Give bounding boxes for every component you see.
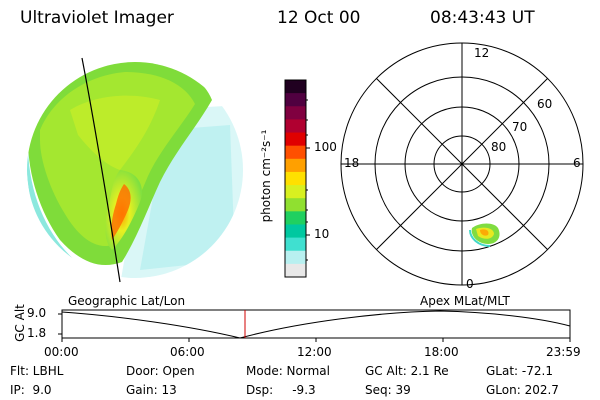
colorbar-segment (285, 106, 306, 120)
info-mode: Mode: Normal (246, 364, 330, 378)
polar-plot (340, 42, 584, 286)
colorbar-segment (285, 185, 306, 199)
colorbar-segment (285, 263, 306, 278)
colorbar-segment (285, 198, 306, 212)
lat-label-80: 80 (491, 140, 507, 154)
timeline-xtick-1: 06:00 (170, 345, 205, 359)
colorbar-segment (285, 145, 306, 160)
colorbar-unit-label: photon cm⁻²s⁻¹ (259, 129, 273, 223)
timeline-right-title: Apex MLat/MLT (420, 294, 510, 308)
colorbar-segment (285, 119, 306, 134)
info-glat: GLat: -72.1 (486, 364, 553, 378)
colorbar-tick-10: 10 (314, 227, 330, 241)
info-ip: IP: 9.0 (10, 383, 52, 397)
info-gain: Gain: 13 (126, 383, 177, 397)
timeline-xtick-2: 12:00 (297, 345, 332, 359)
colorbar-segment (285, 132, 306, 147)
timeline-xtick-0: 00:00 (44, 345, 79, 359)
mlt-label-18: 18 (344, 156, 360, 170)
aurora-image (27, 57, 243, 283)
timeline-ytick-bottom: 1.8 (27, 326, 47, 340)
colorbar-segment (285, 211, 306, 225)
info-door: Door: Open (126, 364, 195, 378)
info-glon: GLon: 202.7 (486, 383, 559, 397)
colorbar-segment (285, 80, 306, 94)
polar-aurora-patch (469, 223, 500, 247)
colorbar-segment (285, 250, 306, 265)
date-label: 12 Oct 00 (277, 8, 361, 28)
timeline-xtick-3: 18:00 (424, 345, 459, 359)
altitude-timeline (58, 309, 571, 342)
mlt-label-0: 0 (466, 277, 474, 291)
mlt-label-12: 12 (474, 46, 490, 60)
timeline-axis-label: GC Alt (13, 304, 27, 342)
colorbar-segment (285, 158, 306, 173)
timeline-left-title: Geographic Lat/Lon (68, 294, 186, 308)
colorbar-segment (285, 171, 306, 186)
mlt-label-6: 6 (573, 156, 581, 170)
color-bar-ticks (306, 99, 310, 261)
info-filter: Flt: LBHL (10, 364, 64, 378)
instrument-title: Ultraviolet Imager (20, 8, 174, 28)
colorbar-segment (285, 224, 306, 239)
timeline-xtick-4: 23:59 (546, 345, 581, 359)
time-label: 08:43:43 UT (430, 8, 535, 28)
color-bar (284, 79, 307, 278)
lat-label-60: 60 (537, 97, 553, 111)
info-seq: Seq: 39 (365, 383, 411, 397)
info-dsp: Dsp: -9.3 (246, 383, 316, 397)
colorbar-tick-100: 100 (314, 140, 337, 154)
info-gc-alt: GC Alt: 2.1 Re (365, 364, 449, 378)
lat-label-70: 70 (512, 120, 528, 134)
timeline-ytick-top: 9.0 (27, 306, 47, 320)
colorbar-segment (285, 93, 306, 107)
colorbar-segment (285, 237, 306, 252)
